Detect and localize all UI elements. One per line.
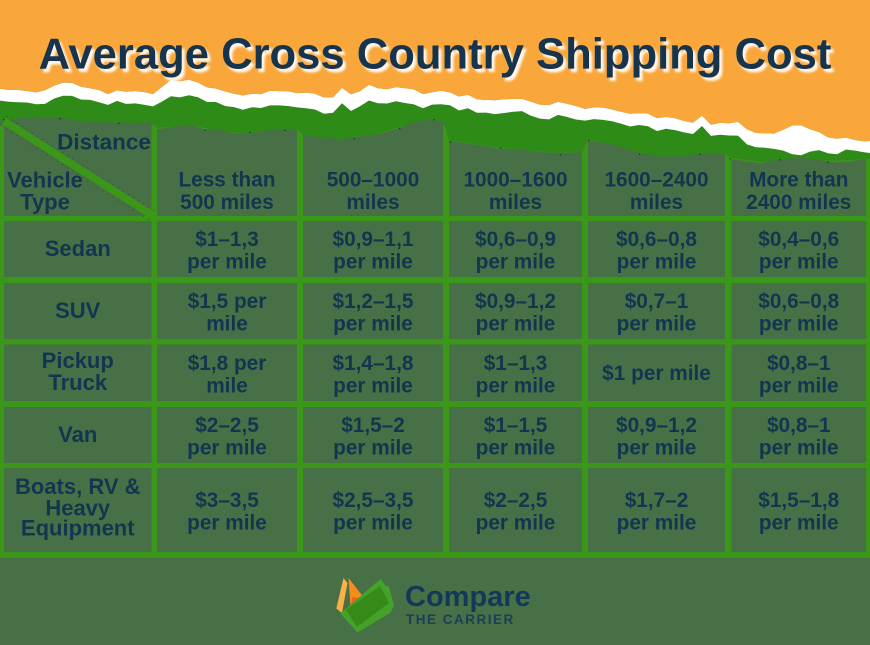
svg-text:per mile: per mile bbox=[333, 313, 413, 336]
svg-text:Compare: Compare bbox=[405, 581, 531, 613]
svg-text:per mile: per mile bbox=[476, 313, 556, 336]
svg-text:per mile: per mile bbox=[333, 512, 413, 535]
svg-text:$1,8 per: $1,8 per bbox=[188, 352, 267, 375]
svg-text:per mile: per mile bbox=[617, 512, 697, 535]
svg-text:Equipment: Equipment bbox=[21, 516, 135, 541]
svg-text:$0,9–1,2: $0,9–1,2 bbox=[475, 290, 556, 313]
svg-text:Vehicle: Vehicle bbox=[7, 168, 83, 193]
svg-text:Less than: Less than bbox=[178, 169, 275, 192]
svg-text:$1,5–2: $1,5–2 bbox=[341, 414, 405, 437]
svg-text:Pickup: Pickup bbox=[42, 348, 114, 373]
svg-text:per mile: per mile bbox=[476, 512, 556, 535]
svg-text:500–1000: 500–1000 bbox=[327, 169, 420, 192]
svg-text:per mile: per mile bbox=[333, 374, 413, 397]
svg-text:Distance: Distance bbox=[57, 130, 151, 155]
svg-text:$1 per mile: $1 per mile bbox=[602, 362, 711, 385]
svg-text:$0,6–0,9: $0,6–0,9 bbox=[475, 228, 556, 251]
svg-text:$1,4–1,8: $1,4–1,8 bbox=[333, 352, 414, 375]
svg-text:$0,6–0,8: $0,6–0,8 bbox=[758, 290, 839, 313]
svg-text:Boats, RV &: Boats, RV & bbox=[15, 474, 141, 499]
svg-text:$2–2,5: $2–2,5 bbox=[195, 414, 259, 437]
svg-text:miles: miles bbox=[630, 191, 683, 214]
svg-text:2400 miles: 2400 miles bbox=[746, 191, 851, 214]
svg-text:per mile: per mile bbox=[759, 251, 839, 274]
svg-text:$0,9–1,1: $0,9–1,1 bbox=[333, 228, 414, 251]
svg-text:per mile: per mile bbox=[759, 437, 839, 460]
svg-text:More than: More than bbox=[749, 169, 848, 192]
svg-text:THE CARRIER: THE CARRIER bbox=[406, 612, 515, 627]
svg-text:$1,7–2: $1,7–2 bbox=[625, 489, 689, 512]
svg-text:miles: miles bbox=[346, 191, 399, 214]
svg-text:$1,5 per: $1,5 per bbox=[188, 290, 267, 313]
svg-text:per mile: per mile bbox=[617, 313, 697, 336]
svg-text:per mile: per mile bbox=[187, 251, 267, 274]
svg-text:per mile: per mile bbox=[333, 437, 413, 460]
svg-text:$0,9–1,2: $0,9–1,2 bbox=[616, 414, 697, 437]
svg-text:SUV: SUV bbox=[55, 298, 101, 323]
svg-text:$2–2,5: $2–2,5 bbox=[484, 489, 548, 512]
svg-text:1000–1600: 1000–1600 bbox=[463, 169, 567, 192]
svg-text:per mile: per mile bbox=[759, 313, 839, 336]
svg-text:$2,5–3,5: $2,5–3,5 bbox=[333, 489, 414, 512]
svg-text:$0,8–1: $0,8–1 bbox=[767, 414, 831, 437]
svg-text:$1,2–1,5: $1,2–1,5 bbox=[333, 290, 414, 313]
svg-text:$0,7–1: $0,7–1 bbox=[625, 290, 689, 313]
svg-text:per mile: per mile bbox=[617, 251, 697, 274]
svg-text:$0,8–1: $0,8–1 bbox=[767, 352, 831, 375]
svg-text:Truck: Truck bbox=[48, 370, 107, 395]
svg-text:per mile: per mile bbox=[187, 437, 267, 460]
svg-text:$0,6–0,8: $0,6–0,8 bbox=[616, 228, 697, 251]
svg-text:$3–3,5: $3–3,5 bbox=[195, 489, 259, 512]
svg-text:mile: mile bbox=[206, 374, 248, 397]
svg-text:$0,4–0,6: $0,4–0,6 bbox=[758, 228, 839, 251]
svg-text:mile: mile bbox=[206, 313, 248, 336]
svg-text:Sedan: Sedan bbox=[45, 236, 111, 261]
svg-text:per mile: per mile bbox=[333, 251, 413, 274]
svg-text:$1,5–1,8: $1,5–1,8 bbox=[758, 489, 839, 512]
svg-text:per mile: per mile bbox=[759, 512, 839, 535]
svg-text:500 miles: 500 miles bbox=[180, 191, 274, 214]
svg-text:per mile: per mile bbox=[759, 374, 839, 397]
svg-text:Average Cross Country Shipping: Average Cross Country Shipping Cost bbox=[42, 34, 835, 82]
svg-text:1600–2400: 1600–2400 bbox=[604, 169, 708, 192]
svg-text:per mile: per mile bbox=[476, 251, 556, 274]
svg-text:per mile: per mile bbox=[476, 374, 556, 397]
svg-text:per mile: per mile bbox=[476, 437, 556, 460]
svg-text:per mile: per mile bbox=[617, 437, 697, 460]
svg-text:Van: Van bbox=[58, 422, 97, 447]
svg-text:per mile: per mile bbox=[187, 512, 267, 535]
svg-text:Type: Type bbox=[20, 190, 70, 215]
svg-text:miles: miles bbox=[489, 191, 542, 214]
svg-text:$1–1,3: $1–1,3 bbox=[484, 352, 548, 375]
svg-text:Heavy: Heavy bbox=[45, 496, 111, 521]
svg-text:$1–1,5: $1–1,5 bbox=[484, 414, 548, 437]
svg-text:$1–1,3: $1–1,3 bbox=[195, 228, 259, 251]
svg-text:Average Cross Country Shipping: Average Cross Country Shipping Cost bbox=[39, 31, 832, 79]
